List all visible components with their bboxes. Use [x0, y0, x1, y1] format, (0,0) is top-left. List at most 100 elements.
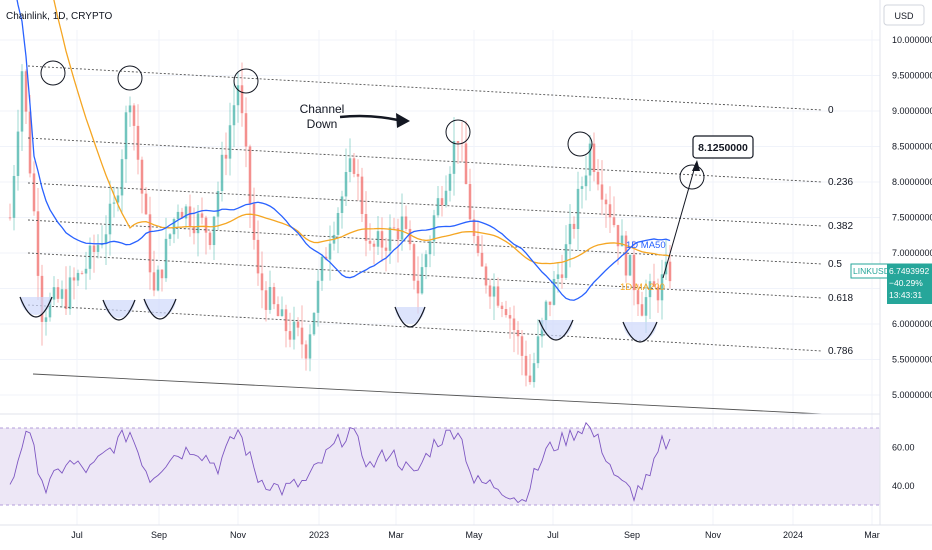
candle	[264, 281, 268, 322]
candle	[656, 278, 660, 313]
candle	[604, 193, 608, 228]
fib-level-label: 0.382	[828, 221, 853, 232]
candle	[352, 153, 356, 178]
candle	[220, 141, 224, 202]
candle	[148, 196, 152, 290]
candle-body	[108, 203, 112, 235]
candle-body	[264, 290, 268, 310]
candle-body	[12, 175, 16, 218]
candle-body	[380, 231, 384, 248]
candle-body	[236, 85, 240, 106]
candle-body	[640, 304, 644, 316]
candle	[468, 168, 472, 221]
x-tick-label: Sep	[624, 530, 640, 540]
fib-level-label: 0	[828, 105, 834, 116]
candle	[564, 225, 568, 280]
candle	[248, 144, 252, 228]
candle-body	[516, 330, 520, 337]
candle	[524, 340, 528, 387]
fib-level-label: 0.236	[828, 177, 853, 188]
badge-change: −40.29%	[889, 278, 923, 288]
candle-body	[444, 190, 448, 206]
candle	[232, 81, 236, 148]
candle	[332, 221, 336, 251]
candle-body	[568, 223, 572, 245]
candle-body	[352, 158, 356, 174]
candle-body	[584, 175, 588, 187]
candle-body	[440, 198, 444, 206]
candle	[120, 149, 124, 213]
candle-body	[148, 214, 152, 273]
moving-averages	[16, 0, 671, 301]
y-tick-label: 6.0000000	[892, 319, 932, 329]
candle-body	[356, 173, 360, 177]
x-tick-label: 2023	[309, 530, 329, 540]
candle-body	[244, 113, 248, 147]
currency-button[interactable]: USD	[883, 4, 925, 26]
candle	[216, 181, 220, 231]
candle-body	[176, 211, 180, 220]
candle-body	[372, 243, 376, 247]
candle	[308, 324, 312, 372]
candle-body	[668, 261, 672, 282]
candle	[356, 159, 360, 201]
candle	[432, 209, 436, 256]
rsi-panel: 60.00 40.00	[0, 421, 915, 506]
candle-body	[404, 216, 408, 229]
candle	[480, 235, 484, 267]
candle	[168, 232, 172, 246]
candle	[608, 186, 612, 234]
candle	[312, 312, 316, 336]
candle	[440, 186, 444, 217]
candle	[132, 103, 136, 151]
fib-level-label: 0.5	[828, 259, 842, 270]
price-badge: LINKUSD 6.7493992 −40.29% 13:43:31	[850, 263, 932, 304]
candle-body	[280, 309, 284, 317]
candle	[12, 164, 16, 231]
x-tick-label: Jul	[71, 530, 83, 540]
candle	[660, 259, 664, 320]
candle	[496, 277, 500, 308]
candle	[284, 304, 288, 348]
candle	[464, 120, 468, 185]
candle-body	[424, 254, 428, 268]
candle	[552, 270, 556, 306]
candle-body	[588, 143, 592, 176]
candle-body	[272, 287, 276, 305]
candle-body	[472, 219, 476, 237]
y-tick-label: 7.0000000	[892, 248, 932, 258]
candle-body	[212, 216, 216, 246]
candle	[296, 317, 300, 337]
top-circle	[445, 119, 471, 145]
candle	[392, 217, 396, 231]
candle	[280, 296, 284, 317]
candle	[368, 223, 372, 251]
candle-body	[608, 204, 612, 218]
ma50-label: 1D MA50	[626, 240, 666, 251]
candle-body	[220, 154, 224, 192]
candle	[36, 187, 40, 300]
candle-body	[112, 202, 116, 204]
candle-body	[196, 213, 200, 234]
candle-body	[32, 173, 36, 212]
candle	[68, 265, 72, 315]
candle-body	[376, 231, 380, 247]
candle	[596, 159, 600, 191]
candle-body	[412, 244, 416, 281]
candle	[268, 270, 272, 314]
candle-body	[160, 269, 164, 279]
candle	[456, 140, 460, 164]
candle-body	[464, 143, 468, 185]
candle-body	[152, 272, 156, 291]
candle-body	[400, 216, 404, 240]
bottom-bowl	[19, 296, 53, 318]
candle-body	[328, 243, 332, 260]
candle	[84, 251, 88, 290]
candle	[500, 302, 504, 318]
candle-body	[524, 355, 528, 376]
fib-line	[27, 137, 823, 183]
candle-body	[552, 278, 556, 305]
channel-label-line1: Channel	[300, 102, 345, 116]
fib-channel: 0 0.236 0.382 0.5 0.618 0.786	[27, 65, 853, 415]
